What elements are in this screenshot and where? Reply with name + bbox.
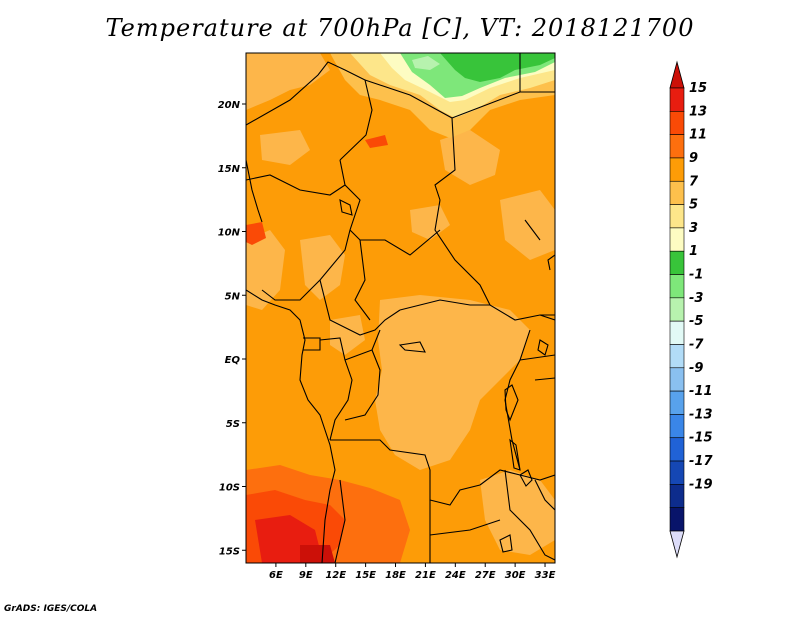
colorbar-swatch <box>669 344 685 369</box>
lon-tick-label: 30E <box>505 570 526 581</box>
country-borders <box>246 53 555 563</box>
lat-tick-label: 20N <box>218 100 241 111</box>
lon-tick-label: 18E <box>385 570 406 581</box>
coastline <box>246 159 336 563</box>
colorbar-label: 13 <box>689 104 707 119</box>
colorbar-swatch <box>669 134 685 159</box>
colorbar-swatch <box>669 414 685 439</box>
colorbar-label: -1 <box>689 268 703 283</box>
lat-tick-label: 5N <box>225 291 241 302</box>
colorbar-swatch <box>669 87 685 112</box>
colorbar-swatch <box>669 320 685 345</box>
colorbar-label: 5 <box>689 198 698 213</box>
lat-tick-label: 15N <box>218 164 241 175</box>
lon-tick-label: 21E <box>415 570 436 581</box>
colorbar-label: -5 <box>689 314 703 329</box>
map-title: Temperature at 700hPa [C], VT: 201812170… <box>105 14 695 42</box>
colorbar-swatch <box>669 157 685 182</box>
map-frame <box>245 52 556 564</box>
colorbar-label: -3 <box>689 291 703 306</box>
colorbar-label: -9 <box>689 361 703 376</box>
colorbar-swatch <box>669 297 685 322</box>
lat-tick-label: 10N <box>218 228 241 239</box>
colorbar-label: -15 <box>689 431 713 446</box>
colorbar-swatch <box>669 367 685 392</box>
lon-tick-label: 9E <box>299 570 313 581</box>
colorbar-label: 11 <box>689 128 707 143</box>
colorbar-label: 15 <box>689 81 707 96</box>
colorbar-swatch <box>669 437 685 462</box>
lat-tick-label: EQ <box>225 355 241 366</box>
lat-tick-label: 15S <box>219 546 240 557</box>
temperature-field <box>246 53 555 563</box>
colorbar-bottom-arrow <box>669 530 685 559</box>
colorbar-swatch <box>669 484 685 508</box>
colorbar-swatch <box>669 460 685 485</box>
colorbar-label: -13 <box>689 407 713 422</box>
colorbar-swatch <box>669 227 685 252</box>
lon-tick-label: 33E <box>535 570 556 581</box>
lat-tick-label: 5S <box>226 419 240 430</box>
lon-tick-label: 27E <box>475 570 496 581</box>
colorbar-label: 3 <box>689 221 698 236</box>
lon-tick-label: 12E <box>325 570 346 581</box>
colorbar-swatch <box>669 111 685 135</box>
colorbar-swatch <box>669 390 685 415</box>
colorbar-label: 7 <box>689 174 699 189</box>
latitude-axis: 20N 15N 10N 5N EQ 5S 10S 15S <box>218 100 246 557</box>
colorbar-label: -19 <box>689 477 713 492</box>
software-credit: GrADS: IGES/COLA <box>4 604 98 614</box>
lon-tick-label: 6E <box>269 570 283 581</box>
colorbar-swatch <box>669 274 685 299</box>
field-south-warm <box>246 135 410 563</box>
colorbar-swatch <box>669 507 685 532</box>
lon-tick-label: 24E <box>445 570 466 581</box>
lat-tick-label: 10S <box>219 483 240 494</box>
colorbar-label: 1 <box>689 244 698 259</box>
colorbar-label: -17 <box>689 454 713 469</box>
colorbar-legend: 15 13 11 9 7 5 3 1 -1 -3 -5 -7 -9 -11 -13 -15 -17 -19 <box>669 60 713 559</box>
longitude-axis: 6E 9E 12E 15E 18E 21E 24E 27E 30E 33E <box>269 563 556 581</box>
colorbar-label: 9 <box>689 151 698 166</box>
colorbar-swatch <box>669 180 685 205</box>
field-band-7-9 <box>246 53 555 555</box>
lon-tick-label: 15E <box>355 570 376 581</box>
colorbar-swatch <box>669 204 685 229</box>
colorbar-label: -11 <box>689 384 713 399</box>
field-north-cool <box>330 53 555 138</box>
colorbar-label: -7 <box>689 337 704 352</box>
colorbar-top-arrow <box>669 60 685 89</box>
colorbar-swatch <box>669 250 685 275</box>
